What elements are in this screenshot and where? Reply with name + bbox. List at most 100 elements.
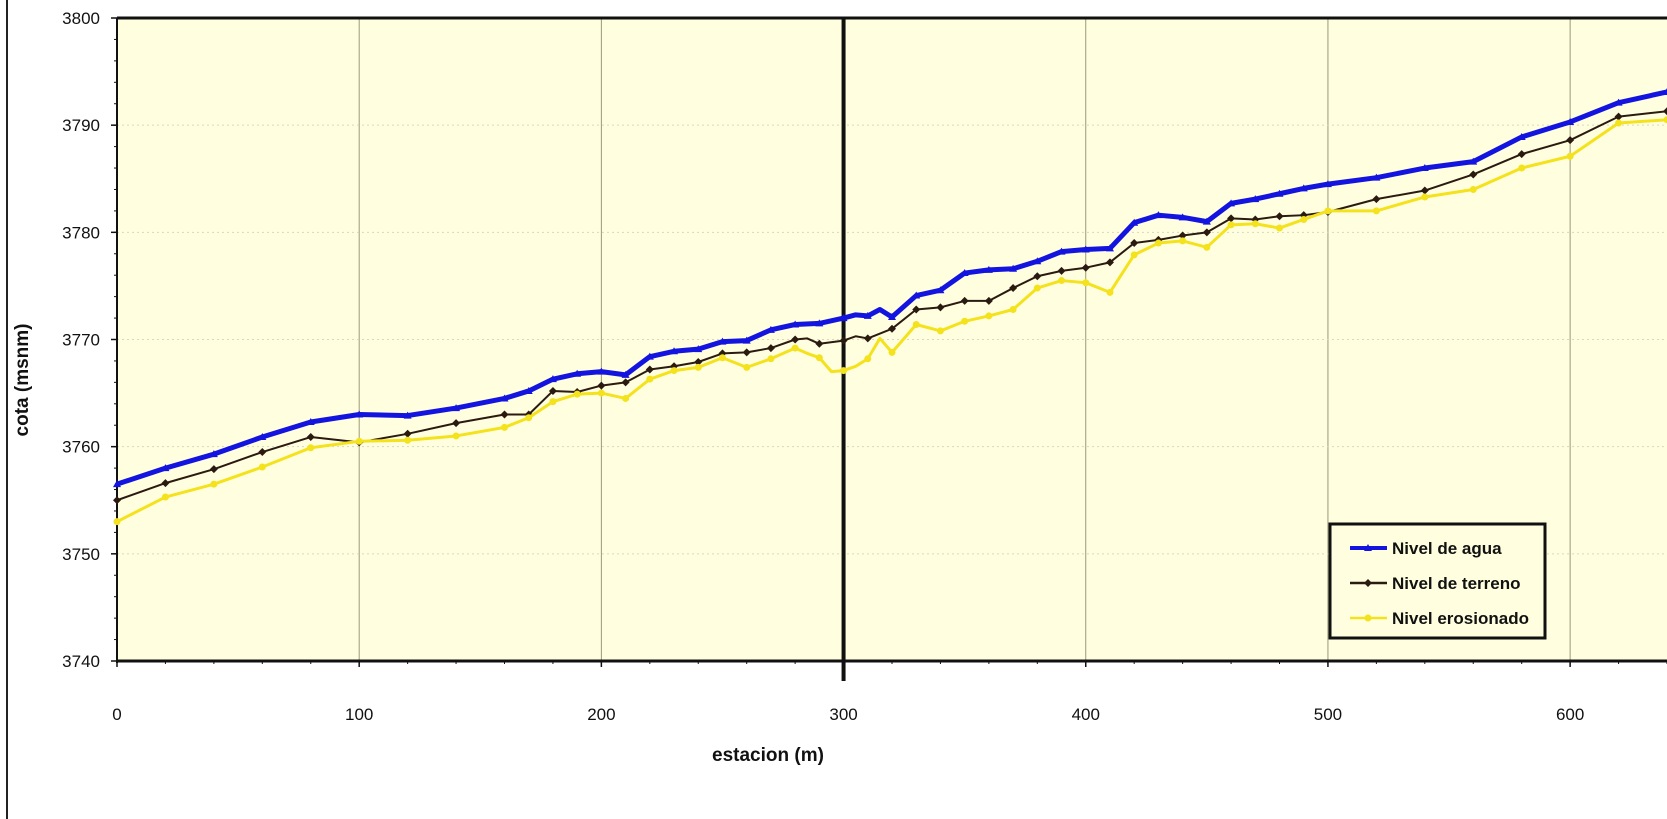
series-layer — [113, 87, 1667, 526]
data-point — [791, 344, 799, 352]
data-point — [1566, 152, 1574, 160]
data-point — [258, 448, 267, 457]
data-point — [840, 367, 848, 375]
data-point — [621, 378, 630, 387]
y-tick-label: 3800 — [62, 9, 100, 28]
x-tick-label: 400 — [1072, 705, 1100, 724]
data-point — [1202, 228, 1211, 237]
y-tick-label: 3780 — [62, 223, 100, 242]
data-point — [791, 320, 800, 328]
data-point — [646, 375, 654, 383]
legend-label: Nivel de terreno — [1392, 574, 1521, 593]
data-point — [1469, 185, 1477, 193]
data-point — [1275, 189, 1284, 197]
data-point — [670, 347, 679, 355]
x-tick-label: 300 — [829, 705, 857, 724]
data-point — [1299, 184, 1308, 192]
data-point — [1057, 266, 1066, 275]
data-point — [355, 437, 363, 445]
data-point — [961, 317, 969, 325]
legend-swatch-marker — [1364, 614, 1372, 622]
legend-label: Nivel erosionado — [1392, 609, 1529, 628]
data-point — [548, 375, 557, 383]
data-point — [984, 296, 993, 305]
data-point — [573, 369, 582, 377]
data-point — [500, 410, 509, 419]
data-point — [452, 419, 461, 428]
data-point — [113, 480, 121, 488]
data-point — [1275, 212, 1284, 221]
data-point — [161, 493, 169, 501]
y-tick-label: 3740 — [62, 652, 100, 671]
legend-label: Nivel de agua — [1392, 539, 1502, 558]
data-point — [500, 394, 509, 402]
series-line — [116, 118, 1667, 524]
data-point — [767, 355, 775, 363]
data-point — [743, 363, 751, 371]
x-tick-label: 600 — [1556, 705, 1584, 724]
data-point — [1033, 272, 1042, 281]
data-point — [936, 286, 945, 294]
data-point — [209, 465, 218, 474]
data-point — [1227, 199, 1236, 207]
data-point — [210, 480, 218, 488]
data-point — [1251, 220, 1259, 228]
data-point — [1105, 244, 1114, 252]
y-axis-title: cota (msnm) — [12, 324, 33, 437]
series-line — [116, 89, 1667, 487]
data-point — [936, 327, 944, 335]
data-point — [1178, 213, 1187, 221]
data-point — [524, 386, 533, 394]
data-point — [1469, 157, 1478, 165]
data-point — [912, 291, 921, 299]
data-point — [525, 414, 533, 422]
data-point — [888, 312, 896, 320]
data-point — [501, 423, 508, 431]
data-point — [1276, 224, 1283, 232]
data-point — [161, 464, 170, 472]
data-point — [1202, 217, 1211, 225]
data-point — [1009, 305, 1017, 313]
data-point — [1251, 195, 1260, 203]
data-point — [645, 352, 654, 360]
data-point — [936, 303, 945, 312]
data-point — [1154, 211, 1163, 219]
data-point — [1518, 164, 1526, 172]
data-point — [621, 370, 630, 378]
data-point — [306, 433, 315, 442]
data-point — [1130, 251, 1138, 259]
x-tick-label: 200 — [587, 705, 615, 724]
data-point — [1300, 215, 1308, 223]
data-point — [791, 335, 800, 344]
data-point — [573, 390, 581, 398]
data-point — [161, 479, 170, 488]
legend-swatch-marker — [1364, 544, 1372, 551]
data-point — [839, 314, 848, 322]
data-point — [1009, 264, 1018, 272]
data-point — [597, 367, 606, 375]
data-point — [1517, 150, 1526, 159]
data-point — [597, 389, 605, 397]
data-point — [1082, 279, 1090, 287]
data-point — [670, 367, 678, 375]
data-point — [645, 365, 654, 374]
data-point — [960, 296, 969, 305]
data-point — [1566, 117, 1575, 125]
data-point — [1033, 257, 1042, 265]
x-tick-label: 0 — [112, 705, 121, 724]
data-point — [1058, 277, 1066, 285]
data-point — [912, 320, 920, 328]
series-nivel-de-terreno — [113, 107, 1667, 505]
data-point — [597, 381, 606, 390]
data-point — [1009, 284, 1018, 293]
data-point — [452, 432, 460, 440]
data-point — [258, 463, 266, 471]
data-point — [1106, 288, 1114, 296]
series-nivel-de-agua — [113, 87, 1667, 488]
data-point — [1323, 180, 1332, 188]
data-point — [960, 269, 969, 277]
x-tick-label: 500 — [1314, 705, 1342, 724]
data-point — [815, 319, 824, 327]
data-point — [1372, 173, 1381, 181]
